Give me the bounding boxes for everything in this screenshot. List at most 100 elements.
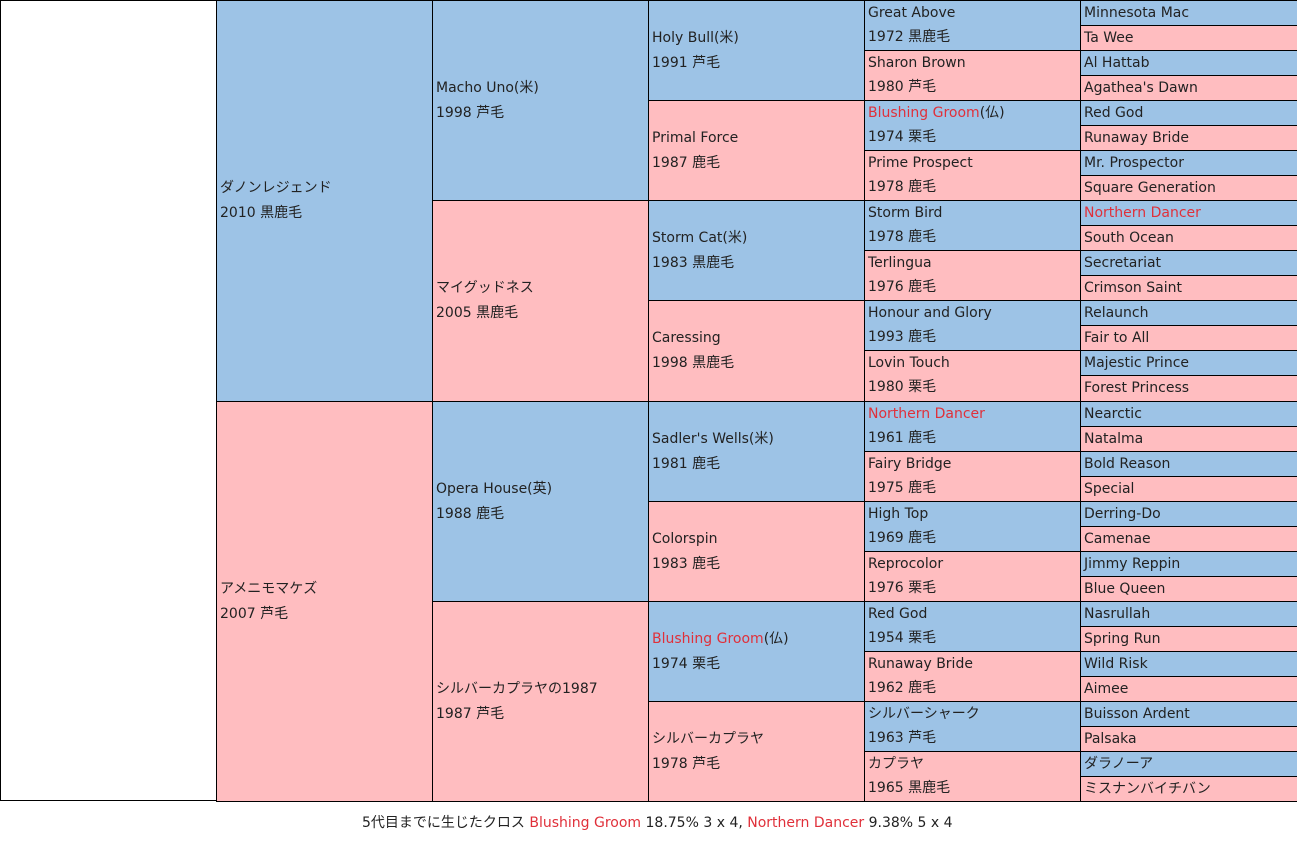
horse-name-text: Honour and Glory — [868, 305, 992, 321]
horse-name: Primal Force — [652, 126, 867, 151]
horse-name: Blue Queen — [1084, 577, 1297, 601]
gen1-horse-cell: ダノンレジェンド 2010 黒鹿毛 — [216, 0, 436, 402]
horse-name: Terlingua — [868, 251, 1083, 275]
horse-name-text: Minnesota Mac — [1084, 5, 1190, 21]
horse-name-text: Buisson Ardent — [1084, 706, 1190, 722]
horse-name-text: Northern Dancer — [868, 406, 985, 422]
horse-birth-year-color: 1998 黒鹿毛 — [652, 355, 735, 371]
horse-name-text: マイグッドネス — [436, 280, 534, 296]
horse-name: Agathea's Dawn — [1084, 76, 1297, 100]
gen4-horse-cell: Prime Prospect 1978 鹿毛 — [864, 150, 1084, 201]
horse-name-text: Prime Prospect — [868, 155, 973, 171]
gen4-horse-cell: Runaway Bride 1962 鹿毛 — [864, 651, 1084, 702]
gen2-horse-cell: Macho Uno(米) 1998 芦毛 — [432, 0, 652, 201]
gen2-horse-cell: マイグッドネス 2005 黒鹿毛 — [432, 200, 652, 402]
horse-name: Mr. Prospector — [1084, 151, 1297, 175]
horse-name: Storm Cat(米) — [652, 226, 867, 251]
gen3-horse-cell: Colorspin 1983 鹿毛 — [648, 501, 868, 602]
gen4-horse-cell: Fairy Bridge 1975 鹿毛 — [864, 451, 1084, 502]
horse-name-text: Special — [1084, 481, 1135, 497]
gen5-horse-cell: ダラノーア — [1080, 751, 1297, 777]
horse-name: Red God — [868, 602, 1083, 626]
gen4-horse-cell: Reprocolor 1976 栗毛 — [864, 551, 1084, 602]
horse-name: Majestic Prince — [1084, 351, 1297, 375]
horse-birth-year-color: 1976 栗毛 — [868, 580, 937, 596]
gen4-horse-cell: Blushing Groom(仏) 1974 栗毛 — [864, 100, 1084, 151]
horse-name: アメニモマケズ — [220, 577, 435, 602]
horse-name: Palsaka — [1084, 727, 1297, 751]
horse-name: Caressing — [652, 326, 867, 351]
horse-birth-year-color: 1978 鹿毛 — [868, 229, 937, 245]
horse-name-text: Ta Wee — [1084, 30, 1134, 46]
horse-name: Fair to All — [1084, 326, 1297, 350]
gen5-horse-cell: Bold Reason — [1080, 451, 1297, 477]
horse-name: ミスナンバイチバン — [1084, 777, 1297, 801]
horse-name-text: カプラヤ — [868, 756, 924, 772]
gen5-horse-cell: Runaway Bride — [1080, 125, 1297, 151]
horse-name: シルバーカプラヤ — [652, 727, 867, 752]
horse-name-text: Terlingua — [868, 255, 932, 271]
gen5-horse-cell: ミスナンバイチバン — [1080, 776, 1297, 802]
horse-name-text: Jimmy Reppin — [1084, 556, 1181, 572]
horse-birth-year-color: 1993 鹿毛 — [868, 329, 937, 345]
gen5-horse-cell: Ta Wee — [1080, 25, 1297, 51]
horse-name-text: Camenae — [1084, 531, 1151, 547]
gen5-horse-cell: Aimee — [1080, 676, 1297, 702]
horse-birth-year-color: 1961 鹿毛 — [868, 430, 937, 446]
horse-name-text: Blue Queen — [1084, 581, 1166, 597]
horse-name-text: シルバーシャーク — [868, 706, 980, 722]
horse-birth-year-color: 2007 芦毛 — [220, 605, 289, 622]
gen5-horse-cell: Natalma — [1080, 426, 1297, 452]
gen4-horse-cell: Honour and Glory 1993 鹿毛 — [864, 300, 1084, 351]
horse-birth-year-color: 1978 芦毛 — [652, 755, 721, 772]
gen4-horse-cell: High Top 1969 鹿毛 — [864, 501, 1084, 552]
gen2-horse-cell: シルバーカプラヤの1987 1987 芦毛 — [432, 601, 652, 802]
horse-name: Holy Bull(米) — [652, 26, 867, 51]
horse-name-text: Spring Run — [1084, 631, 1161, 647]
gen4-horse-cell: シルバーシャーク 1963 芦毛 — [864, 701, 1084, 752]
horse-name: Forest Princess — [1084, 376, 1297, 400]
horse-name-text: Nasrullah — [1084, 606, 1151, 622]
horse-name: Blushing Groom(仏) — [868, 101, 1083, 125]
horse-name: Aimee — [1084, 677, 1297, 701]
horse-name: Honour and Glory — [868, 301, 1083, 325]
cross-summary-prefix: 5代目までに生じたクロス — [362, 815, 530, 831]
gen5-horse-cell: Camenae — [1080, 526, 1297, 552]
horse-name: Wild Risk — [1084, 652, 1297, 676]
cross-detail-northern-dancer: 9.38% 5 x 4 — [864, 815, 953, 831]
horse-name-text: ダラノーア — [1084, 756, 1154, 772]
horse-birth-year-color: 1998 芦毛 — [436, 104, 505, 121]
gen5-horse-cell: South Ocean — [1080, 225, 1297, 251]
gen5-horse-cell: Buisson Ardent — [1080, 701, 1297, 727]
gen1-horse-cell: アメニモマケズ 2007 芦毛 — [216, 401, 436, 802]
inbreeding-cross-summary: 5代目までに生じたクロス Blushing Groom 18.75% 3 x 4… — [362, 813, 953, 833]
horse-name-text: Reprocolor — [868, 556, 944, 572]
horse-name: Square Generation — [1084, 176, 1297, 200]
horse-name: Special — [1084, 477, 1297, 501]
horse-name-text: Red God — [1084, 105, 1144, 121]
horse-name-text: Fair to All — [1084, 330, 1150, 346]
horse-name: Minnesota Mac — [1084, 1, 1297, 25]
horse-name: Natalma — [1084, 427, 1297, 451]
cross-horse-blushing-groom: Blushing Groom — [529, 815, 642, 831]
gen4-horse-cell: Lovin Touch 1980 栗毛 — [864, 350, 1084, 402]
gen5-horse-cell: Fair to All — [1080, 325, 1297, 351]
horse-name-text: South Ocean — [1084, 230, 1174, 246]
horse-name-text: Secretariat — [1084, 255, 1162, 271]
horse-birth-year-color: 1980 芦毛 — [868, 79, 937, 95]
gen4-horse-cell: Terlingua 1976 鹿毛 — [864, 250, 1084, 301]
horse-birth-year-color: 1988 鹿毛 — [436, 505, 505, 522]
gen3-horse-cell: Storm Cat(米) 1983 黒鹿毛 — [648, 200, 868, 301]
horse-name-text: シルバーカプラヤ — [652, 730, 764, 747]
horse-birth-year-color: 1965 黒鹿毛 — [868, 780, 951, 796]
horse-name: Buisson Ardent — [1084, 702, 1297, 726]
gen5-horse-cell: Forest Princess — [1080, 375, 1297, 402]
gen3-horse-cell: Primal Force 1987 鹿毛 — [648, 100, 868, 201]
subject-cell — [0, 0, 218, 801]
horse-name-text: Palsaka — [1084, 731, 1137, 747]
horse-name: シルバーカプラヤの1987 — [436, 677, 651, 702]
horse-name: Fairy Bridge — [868, 452, 1083, 476]
horse-name-text: Lovin Touch — [868, 355, 950, 371]
gen5-horse-cell: Agathea's Dawn — [1080, 75, 1297, 101]
horse-name-text: Blushing Groom — [868, 105, 980, 121]
